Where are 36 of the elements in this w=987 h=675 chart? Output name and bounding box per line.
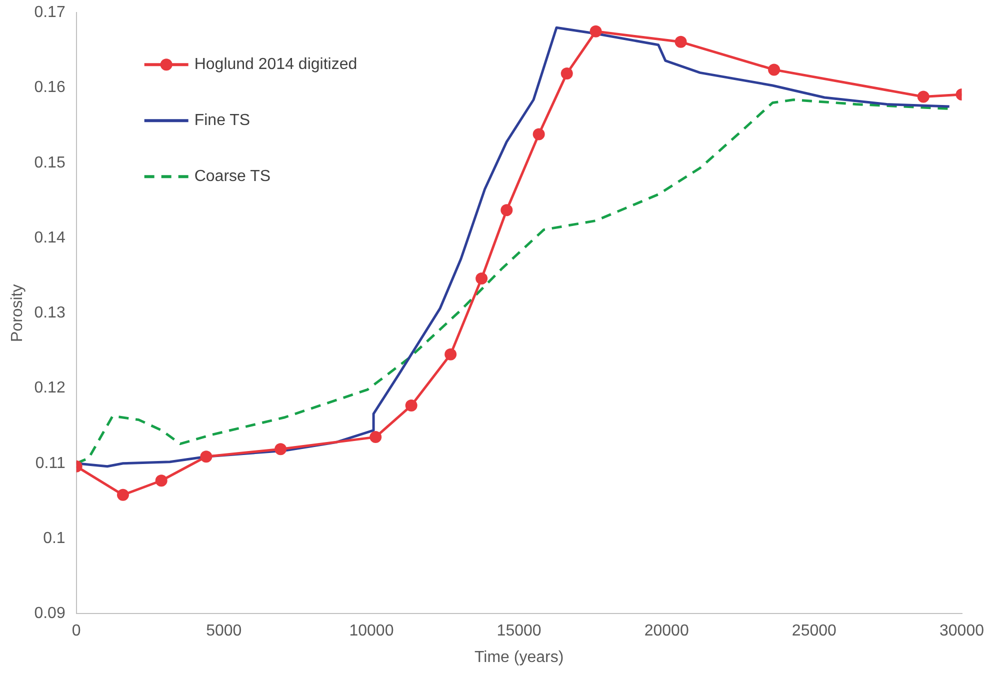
legend-label: Coarse TS xyxy=(194,168,271,186)
x-tick-label: 0 xyxy=(72,622,81,640)
y-tick-label: 0.09 xyxy=(34,605,66,622)
point xyxy=(768,64,780,76)
point xyxy=(674,36,687,48)
x-tick-label: 5000 xyxy=(206,622,242,640)
point xyxy=(274,443,287,456)
point xyxy=(500,204,513,216)
point xyxy=(532,128,545,140)
legend-label: Fine TS xyxy=(194,112,250,130)
y-tick-label: 0.15 xyxy=(34,154,66,172)
point xyxy=(590,25,602,38)
y-tick-label: 0.11 xyxy=(35,454,66,472)
point xyxy=(155,474,168,487)
y-tick-label: 0.17 xyxy=(34,4,66,22)
y-tick-label: 0.1 xyxy=(43,530,66,547)
point xyxy=(560,67,573,80)
point xyxy=(200,450,212,463)
x-tick-label: 30000 xyxy=(940,622,984,640)
y-tick-label: 0.14 xyxy=(34,229,66,246)
x-tick-label: 25000 xyxy=(792,622,837,640)
point xyxy=(917,90,930,103)
point xyxy=(476,272,488,285)
y-tick-label: 0.16 xyxy=(34,79,66,96)
point xyxy=(116,488,129,501)
legend-label: Hoglund 2014 digitized xyxy=(194,56,358,74)
point xyxy=(444,348,457,360)
x-tick-label: 15000 xyxy=(496,622,542,640)
y-tick-label: 0.12 xyxy=(34,380,66,397)
y-tick-label: 0.13 xyxy=(34,304,66,322)
y-axis-title: Porosity xyxy=(9,284,26,342)
x-tick-label: 20000 xyxy=(644,622,689,640)
x-axis-title: Time (years) xyxy=(474,648,564,666)
x-tick-label: 10000 xyxy=(349,622,394,640)
point xyxy=(370,431,382,444)
point xyxy=(405,400,418,412)
